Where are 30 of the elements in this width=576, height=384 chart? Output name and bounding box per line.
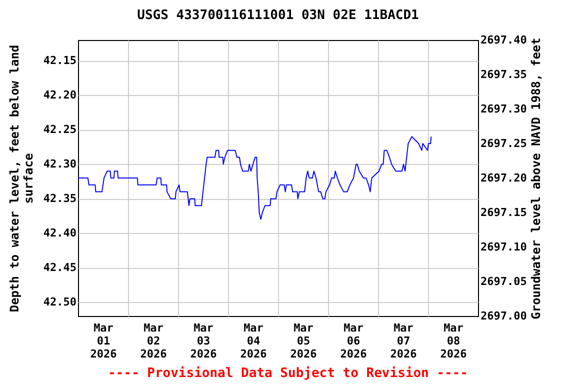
y2-tick-label: 2697.40	[480, 34, 527, 46]
x-tick-label: Mar 07 2026	[390, 322, 418, 360]
y-tick-label: 42.20	[43, 88, 76, 102]
y-tick-label: 42.25	[43, 123, 76, 136]
y-tick-label: 42.35	[43, 192, 76, 206]
x-tick-label: Mar 06 2026	[340, 322, 368, 360]
y2-tick-label: 2697.35	[480, 68, 527, 81]
x-tick-label: Mar 08 2026	[440, 322, 468, 360]
y-tick-label: 42.15	[43, 54, 76, 68]
y2-axis-title: Groundwater level above NAVD 1988, feet	[528, 38, 543, 320]
y2-tick-label: 2697.15	[480, 206, 527, 219]
y-tick-label: 42.50	[43, 296, 76, 309]
chart-title: USGS 433700116111001 03N 02E 11BACD1	[137, 8, 420, 23]
x-tick-label: Mar 03 2026	[190, 322, 218, 360]
x-tick-label: Mar 02 2026	[140, 322, 168, 360]
y-tick-label: 42.45	[43, 261, 76, 274]
text: ---- Provisional Data Subject to Revision ----	[106, 366, 470, 381]
y2-tick-label: 2697.20	[480, 172, 527, 184]
x-tick-label: Mar 05 2026	[290, 322, 318, 360]
x-tick-label: Mar 01 2026	[90, 322, 118, 360]
y2-tick-label: 2697.10	[480, 240, 527, 254]
y-tick-label: 42.30	[43, 158, 76, 171]
x-tick-label: Mar 04 2026	[240, 322, 268, 360]
y2-tick-label: 2697.25	[480, 137, 527, 150]
y2-tick-label: 2697.30	[480, 102, 527, 116]
y-axis-title: Depth to water level, feet below land surface	[7, 44, 36, 312]
y2-tick-label: 2697.05	[480, 275, 527, 288]
y-tick-label: 42.40	[43, 226, 76, 240]
line-series	[78, 136, 432, 220]
y2-tick-label: 2697.00	[480, 310, 527, 322]
